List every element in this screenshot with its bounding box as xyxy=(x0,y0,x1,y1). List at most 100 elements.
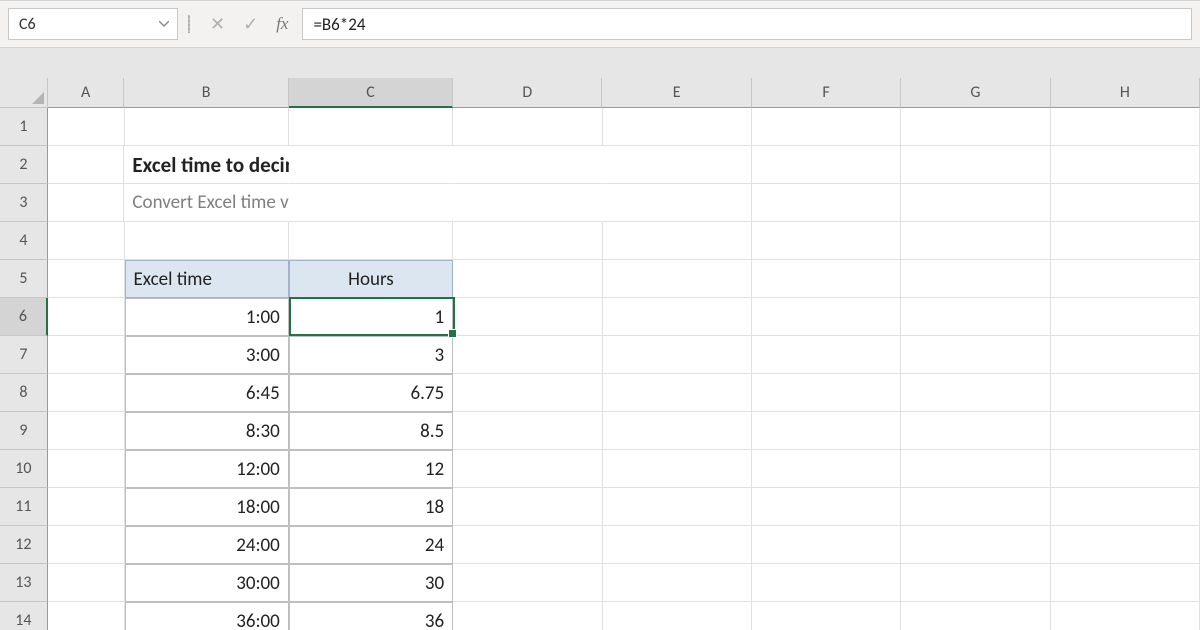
cell-F3[interactable] xyxy=(752,184,901,222)
cell-A12[interactable] xyxy=(48,526,125,564)
cell-F1[interactable] xyxy=(752,108,901,146)
column-header-C[interactable]: C xyxy=(289,78,453,108)
cell-E1[interactable] xyxy=(603,108,752,146)
row-header-8[interactable]: 8 xyxy=(0,374,48,412)
cell-E2[interactable] xyxy=(603,146,752,184)
cell-E3[interactable] xyxy=(603,184,752,222)
column-header-H[interactable]: H xyxy=(1051,78,1200,108)
cell-G9[interactable] xyxy=(901,412,1050,450)
cell-A1[interactable] xyxy=(48,108,125,146)
cell-B12[interactable]: 24:00 xyxy=(125,526,289,564)
cell-C10[interactable]: 12 xyxy=(289,450,453,488)
cell-D1[interactable] xyxy=(453,108,602,146)
cell-A13[interactable] xyxy=(48,564,125,602)
cell-E5[interactable] xyxy=(603,260,752,298)
cell-H2[interactable] xyxy=(1051,146,1200,184)
cell-C8[interactable]: 6.75 xyxy=(289,374,453,412)
cell-H5[interactable] xyxy=(1051,260,1200,298)
cell-B11[interactable]: 18:00 xyxy=(125,488,289,526)
cell-C3[interactable] xyxy=(289,184,453,222)
row-header-3[interactable]: 3 xyxy=(0,184,48,222)
cell-F8[interactable] xyxy=(752,374,901,412)
chevron-down-icon[interactable] xyxy=(159,9,169,39)
cell-D10[interactable] xyxy=(453,450,602,488)
row-header-14[interactable]: 14 xyxy=(0,602,48,630)
cell-E13[interactable] xyxy=(603,564,752,602)
fx-icon[interactable]: fx xyxy=(276,14,288,34)
cell-F6[interactable] xyxy=(752,298,901,336)
row-header-1[interactable]: 1 xyxy=(0,108,48,146)
cell-B8[interactable]: 6:45 xyxy=(125,374,289,412)
cell-G12[interactable] xyxy=(901,526,1050,564)
formula-input[interactable]: =B6*24 xyxy=(302,8,1192,40)
row-header-4[interactable]: 4 xyxy=(0,222,48,260)
column-header-D[interactable]: D xyxy=(453,78,602,108)
cell-D5[interactable] xyxy=(453,260,602,298)
cell-A9[interactable] xyxy=(48,412,125,450)
cell-A11[interactable] xyxy=(48,488,125,526)
cell-H13[interactable] xyxy=(1051,564,1200,602)
cell-B6[interactable]: 1:00 xyxy=(125,298,289,336)
cell-C13[interactable]: 30 xyxy=(289,564,453,602)
cell-H7[interactable] xyxy=(1051,336,1200,374)
cell-B9[interactable]: 8:30 xyxy=(125,412,289,450)
cell-E9[interactable] xyxy=(603,412,752,450)
cell-H8[interactable] xyxy=(1051,374,1200,412)
cell-H6[interactable] xyxy=(1051,298,1200,336)
column-header-G[interactable]: G xyxy=(901,78,1050,108)
cell-A7[interactable] xyxy=(48,336,125,374)
cell-H10[interactable] xyxy=(1051,450,1200,488)
cell-B4[interactable] xyxy=(125,222,289,260)
cell-C7[interactable]: 3 xyxy=(289,336,453,374)
cell-G13[interactable] xyxy=(901,564,1050,602)
cell-H14[interactable] xyxy=(1051,602,1200,630)
column-header-A[interactable]: A xyxy=(48,78,125,108)
cell-G14[interactable] xyxy=(901,602,1050,630)
cell-E11[interactable] xyxy=(603,488,752,526)
cell-A10[interactable] xyxy=(48,450,125,488)
cell-A2[interactable] xyxy=(48,146,125,184)
cell-G4[interactable] xyxy=(901,222,1050,260)
cell-D6[interactable] xyxy=(453,298,602,336)
cell-H4[interactable] xyxy=(1051,222,1200,260)
cell-H9[interactable] xyxy=(1051,412,1200,450)
cell-G3[interactable] xyxy=(901,184,1050,222)
cell-E14[interactable] xyxy=(603,602,752,630)
cell-B5[interactable]: Excel time xyxy=(125,260,289,298)
cell-H1[interactable] xyxy=(1051,108,1200,146)
cell-D11[interactable] xyxy=(453,488,602,526)
cell-E4[interactable] xyxy=(603,222,752,260)
cell-C6[interactable]: 1 xyxy=(289,298,453,336)
cell-E10[interactable] xyxy=(603,450,752,488)
cell-D7[interactable] xyxy=(453,336,602,374)
column-header-B[interactable]: B xyxy=(124,78,288,108)
cell-F2[interactable] xyxy=(752,146,901,184)
cell-B10[interactable]: 12:00 xyxy=(125,450,289,488)
cell-F9[interactable] xyxy=(752,412,901,450)
cell-G8[interactable] xyxy=(901,374,1050,412)
cell-D13[interactable] xyxy=(453,564,602,602)
cell-C2[interactable] xyxy=(289,146,453,184)
row-header-6[interactable]: 6 xyxy=(0,298,48,336)
cell-G10[interactable] xyxy=(901,450,1050,488)
cell-C1[interactable] xyxy=(289,108,453,146)
row-header-10[interactable]: 10 xyxy=(0,450,48,488)
cell-A14[interactable] xyxy=(48,602,125,630)
cell-D4[interactable] xyxy=(453,222,602,260)
cell-C11[interactable]: 18 xyxy=(289,488,453,526)
cell-G5[interactable] xyxy=(901,260,1050,298)
cell-F11[interactable] xyxy=(752,488,901,526)
cell-F4[interactable] xyxy=(752,222,901,260)
cell-G11[interactable] xyxy=(901,488,1050,526)
cell-G6[interactable] xyxy=(901,298,1050,336)
cell-B7[interactable]: 3:00 xyxy=(125,336,289,374)
cell-D8[interactable] xyxy=(453,374,602,412)
cell-B3[interactable]: Convert Excel time values to decimal hou… xyxy=(124,184,289,222)
name-box[interactable]: C6 xyxy=(8,8,178,40)
cell-F14[interactable] xyxy=(752,602,901,630)
cell-H12[interactable] xyxy=(1051,526,1200,564)
cell-D2[interactable] xyxy=(454,146,603,184)
cell-C4[interactable] xyxy=(289,222,453,260)
cell-E12[interactable] xyxy=(603,526,752,564)
cell-D14[interactable] xyxy=(453,602,602,630)
